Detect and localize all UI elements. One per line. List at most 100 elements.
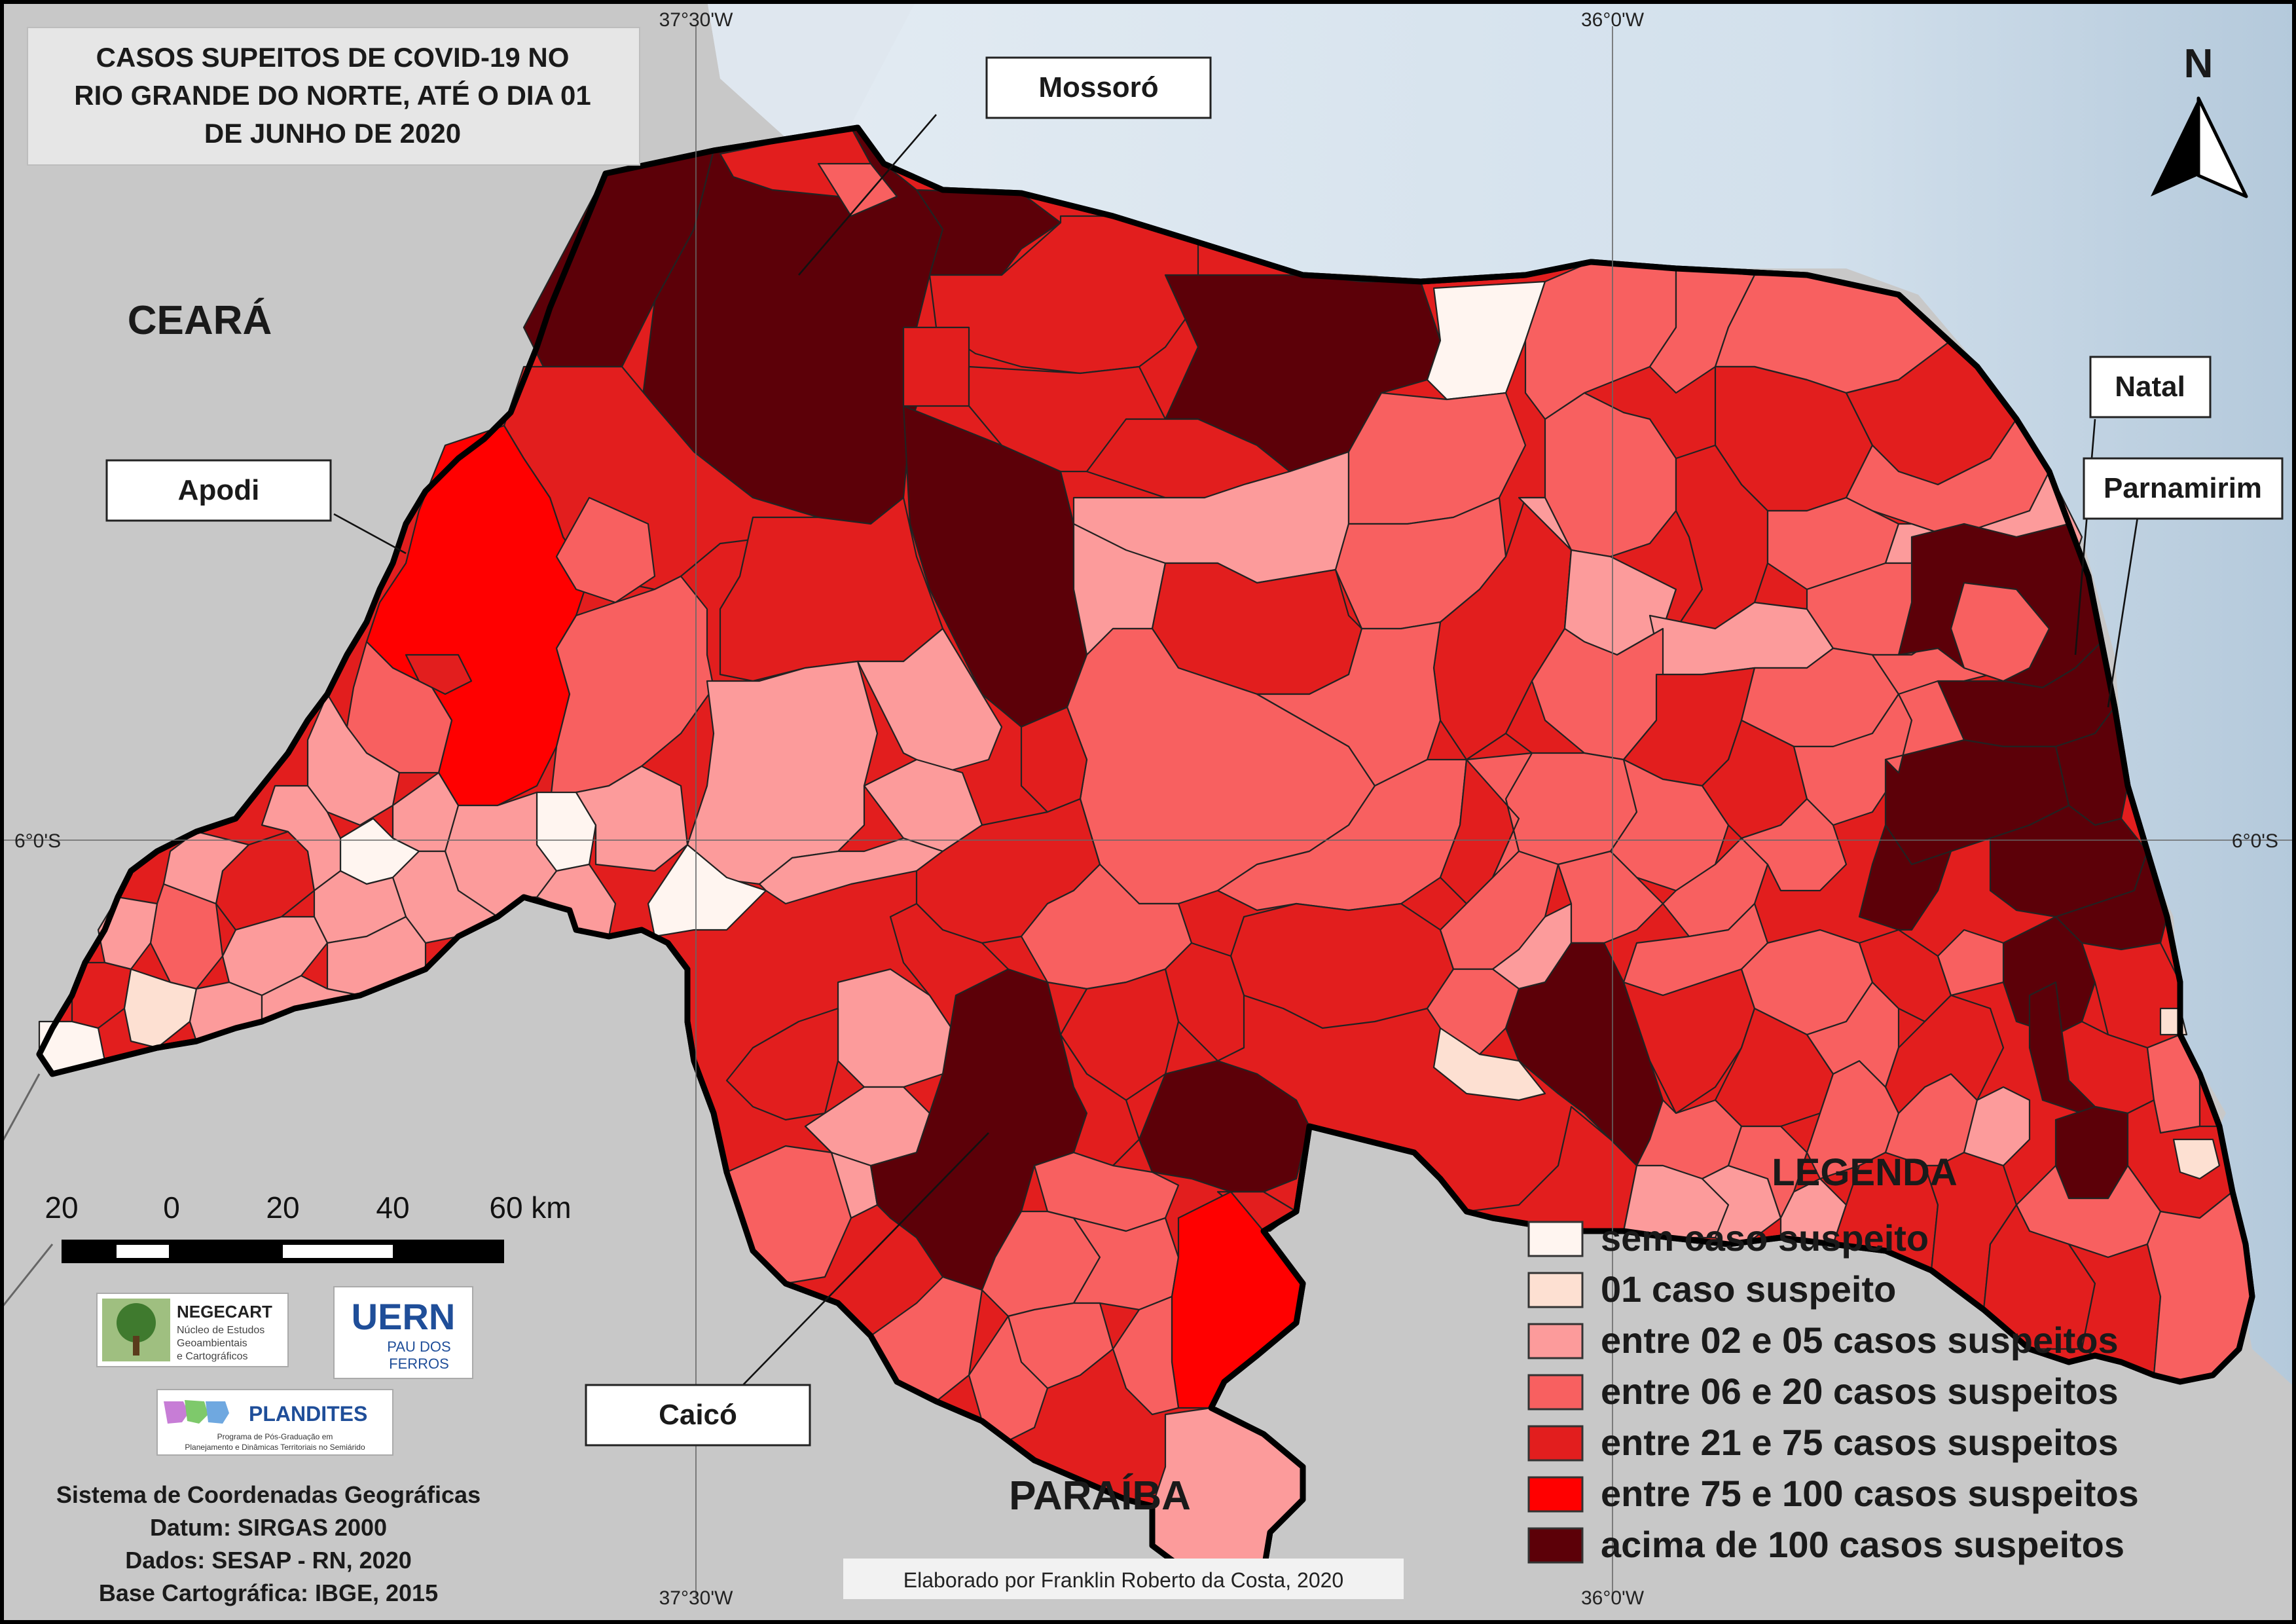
ceara-border (0, 1073, 54, 1310)
muni-pink-e49 (1963, 1086, 2031, 1167)
muni-med-c31 (1112, 1295, 1180, 1416)
grat-bottom-right: 36°0'W (1581, 1587, 1645, 1609)
grat-bottom-left: 37°30'W (659, 1587, 733, 1609)
scale-tick-1: 0 (163, 1190, 180, 1225)
negecart-sub2: Geoambientais (177, 1338, 247, 1349)
north-arrow-left-half (2151, 98, 2198, 196)
muni-red-w32 (405, 654, 473, 695)
muni-red-n3 (902, 326, 970, 407)
negecart-sub1: Núcleo de Estudos (177, 1325, 264, 1336)
scale-bar-seg-2 (283, 1245, 393, 1258)
muni-med-e41 (1727, 1125, 1808, 1219)
uern-sub2: FERROS (389, 1356, 449, 1372)
muni-white-w8 (647, 843, 767, 938)
north-arrow: N (2151, 41, 2248, 198)
muni-med-coast-n (817, 162, 898, 217)
leader-caico (739, 1132, 989, 1389)
uern-logo: UERN PAU DOS FERROS (333, 1286, 473, 1379)
title-box (27, 27, 640, 166)
scale-tick-2: 20 (266, 1190, 299, 1225)
muni-pink-w11 (575, 765, 689, 872)
muni-med-c8 (1256, 621, 1442, 787)
label-caico: Caicó (659, 1399, 737, 1431)
grat-top-right: 36°0'W (1581, 9, 1645, 31)
label-mossoro: Mossoró (1038, 71, 1158, 103)
coastal-sea-nw (707, 0, 917, 138)
muni-red-c23 (1046, 981, 1140, 1167)
title-line-2: RIO GRANDE DO NORTE, ATÉ O DIA 01 (74, 80, 591, 111)
legend-swatch-2 (1527, 1323, 1584, 1359)
legend: LEGENDA sem caso suspeito 01 caso suspeit… (1527, 1151, 2139, 1565)
grat-top-left: 37°30'W (659, 9, 733, 31)
muni-red-e37 (1714, 1007, 1834, 1128)
label-parnamirim: Parnamirim (2104, 472, 2262, 504)
legend-swatch-6 (1527, 1527, 1584, 1564)
muni-med-e29 (1740, 798, 1848, 892)
muni-med-e51 (1950, 581, 2050, 682)
meta-line-4: Base Cartográfica: IBGE, 2015 (99, 1579, 438, 1606)
leader-mossoro (798, 114, 937, 276)
municipality-polygons (38, 126, 2253, 1586)
scale-bar-seg-1 (117, 1245, 169, 1258)
legend-label-4: entre 21 e 75 casos suspeitos (1601, 1422, 2119, 1463)
muni-dark-n1 (915, 189, 1062, 276)
legend-label-5: entre 75 e 100 casos suspeitos (1601, 1473, 2139, 1514)
meta-line-2: Datum: SIRGAS 2000 (150, 1514, 387, 1541)
legend-swatch-3 (1527, 1374, 1584, 1411)
legend-label-6: acima de 100 casos suspeitos (1601, 1524, 2124, 1565)
caico-box (585, 1384, 811, 1447)
muni-light-metro-16 (2172, 1138, 2221, 1180)
uern-sub1: PAU DOS (387, 1338, 450, 1355)
muni-med-c33 (968, 1315, 1049, 1442)
mossoro-box (985, 56, 1212, 119)
plandites-logo: PLANDITES Programa de Pós-Graduação em P… (156, 1389, 393, 1456)
title-line-3: DE JUNHO DE 2020 (204, 118, 461, 149)
legend-swatch-4 (1527, 1425, 1584, 1462)
legend-label-1: 01 caso suspeito (1601, 1268, 1896, 1310)
muni-light-w28 (123, 968, 198, 1049)
muni-med-w14 (346, 640, 453, 774)
grat-right-lat: 6°0'S (2232, 830, 2278, 852)
legend-title: LEGENDA (1772, 1151, 1958, 1194)
label-apodi: Apodi (178, 474, 260, 506)
label-natal: Natal (2115, 371, 2185, 403)
leader-parnamirim (2107, 517, 2139, 708)
plandites-name: PLANDITES (249, 1402, 367, 1426)
scale-bar: 20 0 20 40 60 km (45, 1190, 572, 1263)
muni-med-e27 (1557, 850, 1664, 944)
scale-tick-3: 40 (376, 1190, 409, 1225)
north-arrow-right-half (2196, 96, 2248, 198)
meta-line-3: Dados: SESAP - RN, 2020 (125, 1547, 411, 1574)
uern-name: UERN (352, 1296, 456, 1337)
title-line-1: CASOS SUPEITOS DE COVID-19 NO (96, 42, 570, 73)
credit-text: Elaborado por Franklin Roberto da Costa,… (903, 1568, 1343, 1592)
muni-med-e53 (1884, 680, 1965, 774)
legend-swatch-0 (1527, 1221, 1584, 1257)
meta-line-1: Sistema de Coordenadas Geográficas (56, 1481, 481, 1508)
north-arrow-letter: N (2184, 41, 2214, 86)
negecart-logo: NEGECART Núcleo de Estudos Geoambientais… (96, 1293, 289, 1367)
label-ceara: CEARÁ (128, 298, 272, 343)
legend-swatch-5 (1527, 1476, 1584, 1513)
legend-label-2: entre 02 e 05 casos suspeitos (1601, 1320, 2119, 1361)
natal-box (2089, 356, 2212, 418)
credit-box (843, 1559, 1404, 1599)
parnamirim-box (2083, 457, 2284, 520)
leader-apodi (333, 513, 407, 555)
scale-tick-0: 20 (45, 1190, 78, 1225)
muni-med-e30 (1426, 968, 1520, 1056)
legend-swatch-1 (1527, 1272, 1584, 1308)
apodi-box (105, 459, 332, 522)
plandites-sub1: Programa de Pós-Graduação em (217, 1432, 333, 1441)
muni-pink-w15 (306, 693, 401, 826)
muni-apodi (365, 424, 591, 807)
grat-left-lat: 6°0'S (14, 830, 61, 852)
negecart-name: NEGECART (177, 1302, 272, 1321)
legend-label-3: entre 06 e 20 casos suspeitos (1601, 1371, 2119, 1412)
muni-dark-metro-5 (1858, 824, 1952, 931)
muni-pink-w25 (162, 830, 250, 905)
plandites-sub2: Planejamento e Dinâmicas Territoriais no… (185, 1443, 365, 1452)
muni-red-e50 (1884, 994, 2005, 1115)
